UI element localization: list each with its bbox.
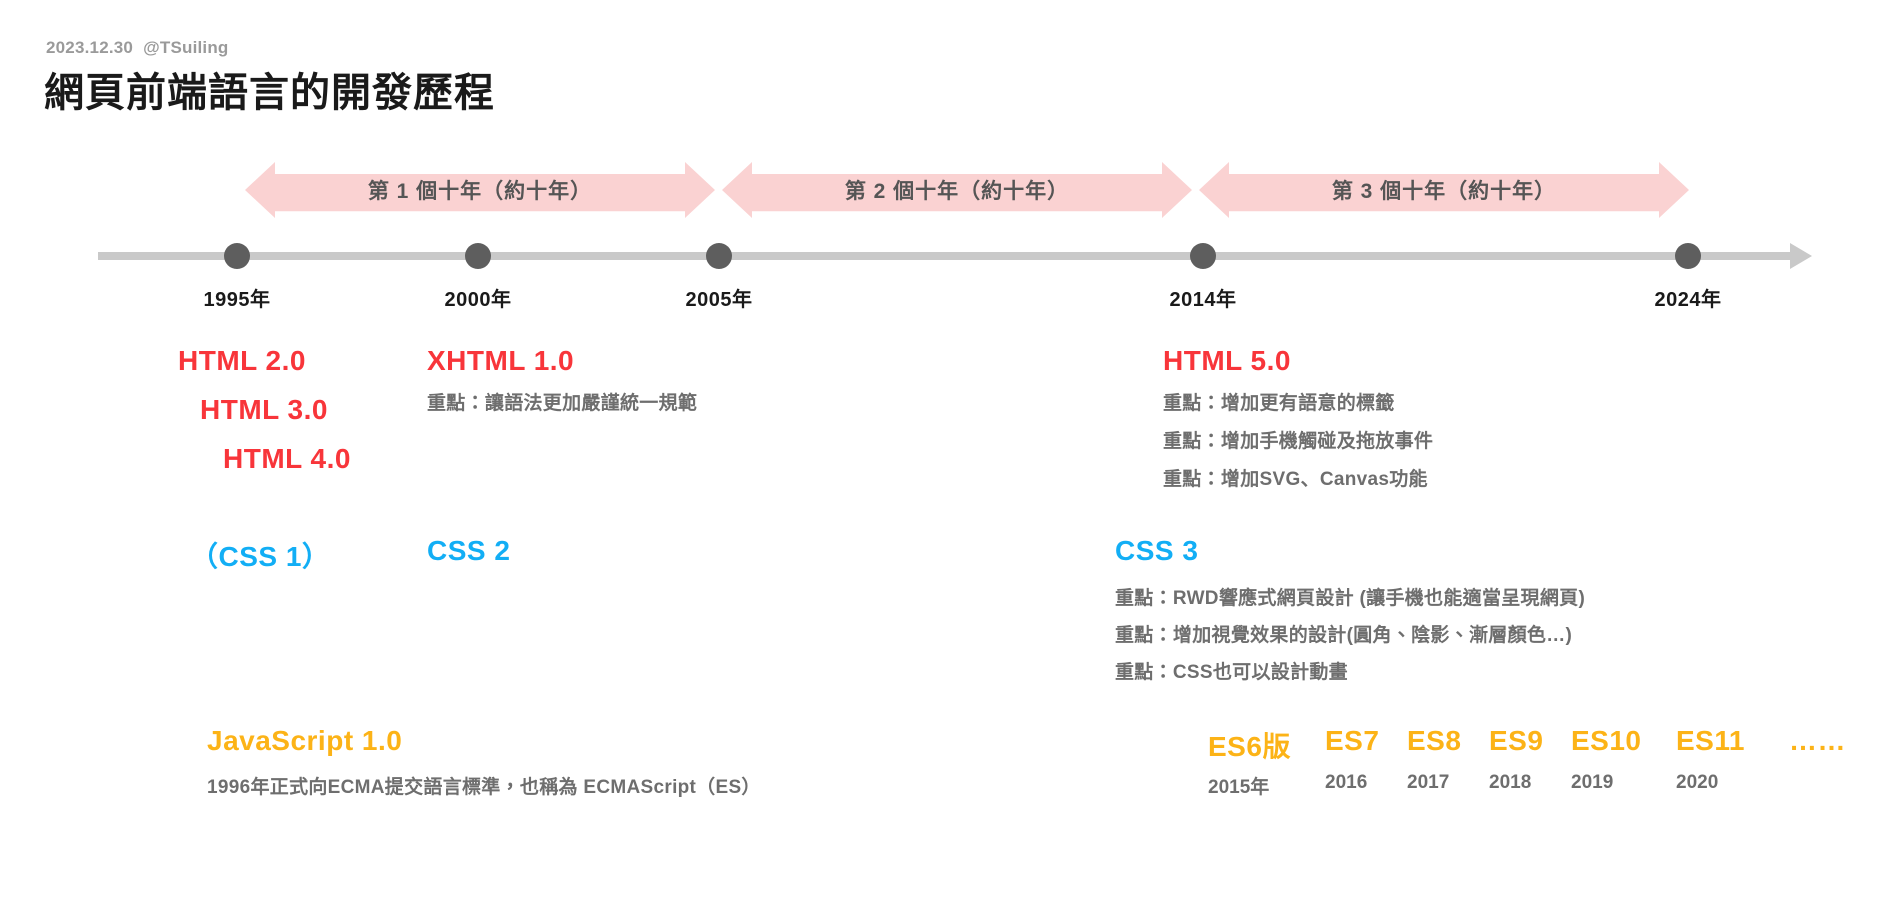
es-version-year: 2016 xyxy=(1325,772,1368,793)
css-feature-note: 重點：CSS也可以設計動畫 xyxy=(1115,662,1348,683)
timeline-axis-line xyxy=(98,252,1798,260)
html-version-title: HTML 5.0 xyxy=(1163,345,1291,376)
css-version-title: CSS 2 xyxy=(427,535,511,566)
decade-arrow-2: 第 2 個十年（約十年） xyxy=(722,162,1192,218)
timeline-axis-arrowhead-icon xyxy=(1790,243,1812,269)
es-version-name: ES6版 xyxy=(1208,731,1291,762)
timeline-milestone-dot xyxy=(465,243,491,269)
timeline-milestone-dot xyxy=(706,243,732,269)
page-title: 網頁前端語言的開發歷程 xyxy=(44,71,495,115)
html-version-title: XHTML 1.0 xyxy=(427,345,575,376)
decade-arrow-band: 第 1 個十年（約十年） 第 2 個十年（約十年） 第 3 個十年（約十年） xyxy=(0,162,1900,218)
html-feature-note: 重點：增加SVG、Canvas功能 xyxy=(1163,469,1428,490)
css-version-title: （CSS 1） xyxy=(190,541,331,572)
css-feature-note: 重點：RWD響應式網頁設計 (讓手機也能適當呈現網頁) xyxy=(1115,588,1586,609)
decade-arrow-label: 第 1 個十年（約十年） xyxy=(367,180,593,203)
timeline-milestone-dot xyxy=(1675,243,1701,269)
javascript-version-title: JavaScript 1.0 xyxy=(207,725,403,756)
html-feature-note: 重點：增加手機觸碰及拖放事件 xyxy=(1163,431,1434,452)
timeline-year-label: 2024年 xyxy=(1654,289,1722,311)
es-version-name: …… xyxy=(1789,725,1846,756)
es-version-year: 2017 xyxy=(1407,772,1450,793)
decade-arrow-label: 第 2 個十年（約十年） xyxy=(844,180,1070,203)
timeline-year-label: 2000年 xyxy=(444,289,512,311)
timeline-year-label: 2014年 xyxy=(1169,289,1237,311)
es-version-year: 2015年 xyxy=(1208,777,1270,798)
timeline-milestone-dot xyxy=(224,243,250,269)
html-version-title: HTML 3.0 xyxy=(200,394,328,425)
es-version-name: ES9 xyxy=(1489,725,1544,756)
timeline-milestone-dot xyxy=(1190,243,1216,269)
es-version-year: 2019 xyxy=(1571,772,1614,793)
javascript-note: 1996年正式向ECMA提交語言標準，也稱為 ECMAScript（ES） xyxy=(207,777,761,798)
es-version-name: ES10 xyxy=(1571,725,1642,756)
es-version-year: 2018 xyxy=(1489,772,1532,793)
html-version-title: HTML 4.0 xyxy=(223,443,351,474)
es-version-name: ES7 xyxy=(1325,725,1380,756)
decade-arrow-1: 第 1 個十年（約十年） xyxy=(245,162,715,218)
decade-arrow-3: 第 3 個十年（約十年） xyxy=(1199,162,1689,218)
timeline-year-label: 2005年 xyxy=(685,289,753,311)
html-feature-note: 重點：讓語法更加嚴謹統一規範 xyxy=(427,393,698,414)
es-version-name: ES8 xyxy=(1407,725,1462,756)
css-feature-note: 重點：增加視覺效果的設計(圓角、陰影、漸層顏色…) xyxy=(1115,625,1573,646)
es-version-name: ES11 xyxy=(1676,725,1745,756)
html-version-title: HTML 2.0 xyxy=(178,345,306,376)
es-version-year: 2020 xyxy=(1676,772,1719,793)
publish-date: 2023.12.30 xyxy=(46,38,134,57)
meta-line: 2023.12.30 @TSuiling xyxy=(46,38,229,58)
timeline-year-label: 1995年 xyxy=(203,289,271,311)
author-handle: @TSuiling xyxy=(143,38,229,57)
decade-arrow-label: 第 3 個十年（約十年） xyxy=(1331,180,1557,203)
html-feature-note: 重點：增加更有語意的標籤 xyxy=(1163,393,1395,414)
css-version-title: CSS 3 xyxy=(1115,535,1199,566)
